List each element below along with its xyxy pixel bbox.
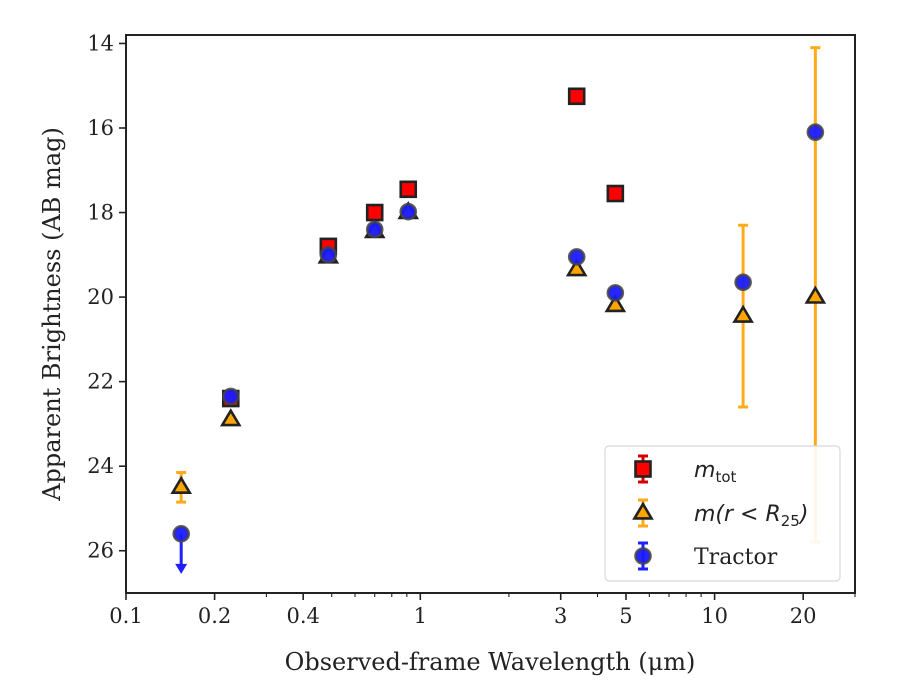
data-point-triangle: [565, 258, 588, 277]
y-axis-ticks: 14 16 18 20 22 24 26: [87, 31, 126, 563]
data-point-triangle: [604, 293, 627, 313]
data-marks: [170, 87, 827, 543]
plot-frame: [125, 34, 856, 594]
legend-marker-square: [634, 460, 652, 478]
y-tick-label: 20: [87, 285, 114, 309]
y-tick-label: 22: [87, 370, 114, 394]
x-axis-ticks: 0.1 0.2 0.4 1 3 5 10 20: [109, 593, 856, 628]
data-point-triangle: [804, 285, 827, 304]
y-tick-label: 16: [87, 116, 114, 140]
y-tick-label: 26: [87, 539, 114, 563]
data-point-circle: [734, 273, 752, 292]
x-axis-label: Observed-frame Wavelength (μm): [285, 648, 696, 676]
legend-label: Tractor: [694, 545, 778, 570]
data-point-triangle: [732, 304, 754, 323]
y-tick-label: 18: [87, 201, 114, 225]
data-point-circle: [221, 387, 240, 406]
data-point-circle: [319, 246, 338, 264]
x-tick-label: 20: [790, 604, 817, 628]
data-point-square: [399, 180, 418, 199]
legend-marker-triangle: [632, 501, 654, 520]
x-tick-label: 0.4: [286, 604, 319, 628]
upper-limit-arrowhead: [175, 563, 188, 574]
x-tick-label: 0.1: [109, 604, 142, 628]
legend-marker-circle: [634, 547, 652, 565]
x-tick-label: 10: [701, 604, 728, 628]
data-point-square: [606, 184, 625, 203]
data-point-triangle: [170, 475, 193, 495]
data-point-triangle: [219, 408, 242, 427]
data-point-circle: [806, 123, 825, 142]
data-point-circle: [172, 525, 190, 543]
x-tick-label: 0.2: [198, 604, 231, 628]
data-point-circle: [365, 220, 384, 239]
x-tick-label: 1: [414, 604, 427, 628]
x-tick-label: 3: [554, 604, 567, 628]
legend-box: [604, 445, 841, 582]
y-axis-label: Apparent Brightness (AB mag): [38, 127, 66, 502]
data-point-square: [365, 203, 384, 222]
x-tick-label: 5: [619, 604, 632, 628]
data-point-circle: [606, 284, 625, 302]
y-tick-label: 14: [87, 31, 114, 55]
data-point-circle: [399, 202, 418, 221]
y-tick-label: 24: [87, 454, 114, 478]
data-point-circle: [567, 248, 586, 266]
data-point-square: [567, 87, 586, 106]
